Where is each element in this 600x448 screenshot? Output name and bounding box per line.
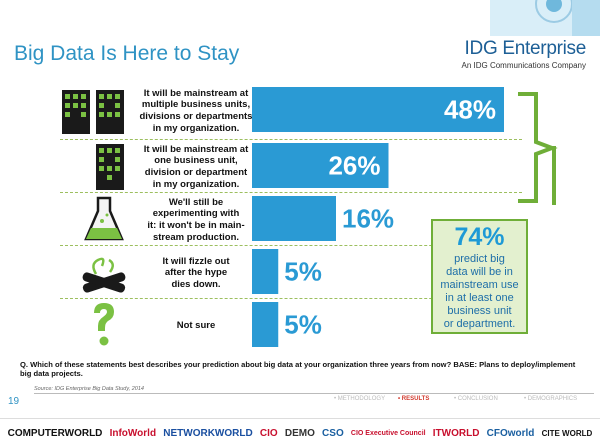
fizzle-icon	[82, 257, 126, 293]
flask-icon	[84, 196, 124, 241]
nav-results[interactable]: • RESULTS	[398, 396, 430, 402]
logo-cfoworld: CFOworld	[486, 428, 535, 439]
question-mark-icon	[94, 303, 114, 346]
logo-cso: CSO	[322, 428, 344, 439]
page-title: Big Data Is Here to Stay	[14, 42, 240, 65]
brand-subtitle: An IDG Communications Company	[461, 61, 587, 70]
row-divider	[60, 298, 522, 299]
summary-callout: 74% predict big data will be in mainstre…	[431, 219, 528, 334]
nav-methodology[interactable]: • METHODOLOGY	[334, 396, 386, 402]
row-divider	[60, 245, 522, 246]
nav-conclusion[interactable]: • CONCLUSION	[454, 396, 498, 402]
brand-logo: IDG Enterprise An IDG Communications Com…	[462, 38, 587, 70]
logo-cio-executive-council: CIO Executive Council	[350, 430, 426, 437]
building-pair-icon	[62, 90, 124, 134]
logo-itworld: ITWORLD	[432, 428, 480, 439]
corner-decoration	[490, 0, 600, 36]
logo-computerworld: COMPUTERWORLD	[7, 428, 103, 439]
row-label: It will be mainstream at one business uni…	[143, 143, 249, 190]
survey-question: Q. Which of these statements best descri…	[20, 360, 576, 379]
chart-row: We'll still be experimenting with it: it w…	[60, 195, 520, 245]
row-label: It will fizzle out after the hype dies dow…	[162, 255, 230, 290]
row-label: We'll still be experimenting with it: it w…	[147, 196, 245, 243]
building-icon	[96, 144, 124, 190]
row-divider	[60, 192, 522, 193]
chart-row: It will be mainstream at multiple busines…	[60, 86, 520, 136]
chart-row: It will fizzle out after the hype dies dow…	[60, 248, 520, 298]
row-divider	[60, 139, 522, 140]
logo-demo: DEMO	[284, 428, 315, 439]
logo-citeworld: CITE WORLD	[541, 429, 593, 438]
page-number: 19	[8, 396, 20, 407]
brand-logos-bar: COMPUTERWORLD InfoWorld NETWORKWORLD CIO…	[0, 418, 600, 448]
row-label: It will be mainstream at multiple busines…	[139, 87, 253, 134]
source-note: Source: IDG Enterprise Big Data Study, 2…	[34, 386, 144, 392]
bracket-shape	[518, 92, 558, 205]
section-nav: • METHODOLOGY • RESULTS • CONCLUSION • D…	[34, 393, 594, 408]
nav-demographics[interactable]: • DEMOGRAPHICS	[524, 396, 578, 402]
logo-infoworld: InfoWorld	[109, 428, 157, 439]
logo-cio: CIO	[259, 428, 278, 439]
chart-row: It will be mainstream at one business uni…	[60, 142, 520, 192]
logo-networkworld: NETWORKWORLD	[163, 428, 253, 439]
row-label: Not sure	[176, 320, 216, 332]
callout-percent: 74%	[454, 223, 505, 251]
callout-text: predict big data will be in mainstream u…	[440, 253, 519, 330]
brand-name: IDG Enterprise	[464, 38, 587, 59]
chart-row: Not sure	[60, 301, 520, 351]
